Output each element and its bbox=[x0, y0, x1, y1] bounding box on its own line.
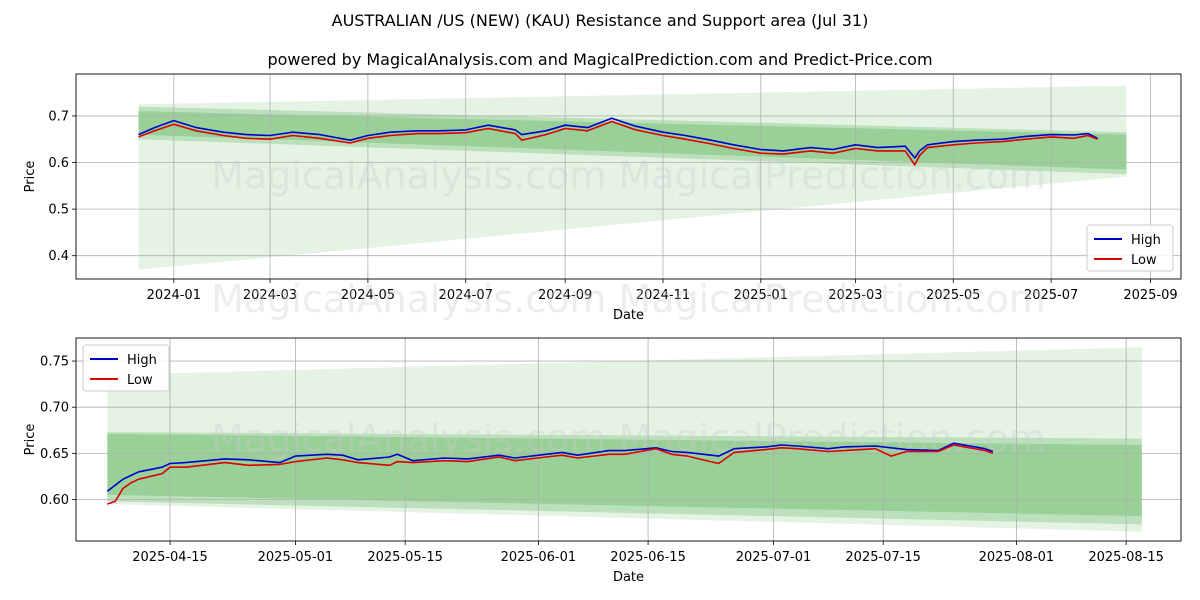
series-group bbox=[106, 442, 994, 505]
y-tick-label: 0.75 bbox=[40, 355, 69, 370]
x-tick-label: 2024-05 bbox=[341, 288, 395, 303]
x-tick-label: 2025-04-15 bbox=[132, 550, 208, 565]
chart-panel-2: 2025-04-15 2025-05-01 2025-05-15 2025-06-01… bbox=[23, 337, 1182, 585]
x-axis-label: Date bbox=[613, 308, 644, 323]
y-axis-label: Price bbox=[23, 161, 38, 193]
band-3 bbox=[138, 111, 1127, 170]
y-tick-label: 0.7 bbox=[48, 109, 69, 124]
legend: High Low bbox=[82, 344, 170, 392]
band-1 bbox=[138, 85, 1127, 270]
x-tick-label: 2024-07 bbox=[439, 288, 493, 303]
x-tick-label: 2025-06-01 bbox=[501, 550, 577, 565]
x-tick-label: 2025-08-01 bbox=[979, 550, 1055, 565]
legend: High Low bbox=[1086, 224, 1174, 272]
x-tick-label: 2025-09 bbox=[1123, 288, 1177, 303]
y-tick-label: 0.65 bbox=[40, 447, 69, 462]
x-tick-label: 2025-03 bbox=[828, 288, 882, 303]
bands bbox=[138, 85, 1127, 270]
legend-label-low: Low bbox=[127, 373, 153, 388]
x-tick-label: 2025-05-15 bbox=[367, 550, 443, 565]
legend-label-high: High bbox=[127, 353, 157, 368]
legend-box bbox=[1086, 224, 1174, 272]
watermark: MagicalAnalysis.com MagicalPrediction.co… bbox=[211, 277, 1046, 321]
x-axis-label: Date bbox=[613, 570, 644, 585]
band-2 bbox=[138, 106, 1127, 175]
x-tick-label: 2025-05-01 bbox=[258, 550, 334, 565]
y-tick-label: 0.5 bbox=[48, 203, 69, 218]
series-line-high bbox=[138, 117, 1098, 159]
y-tick-label: 0.60 bbox=[40, 493, 69, 508]
series-line-low bbox=[107, 444, 994, 505]
x-tick-label: 2025-01 bbox=[734, 288, 788, 303]
chart-panel-1: 2024-01 2024-03 2024-05 2024-07 2024-09 2024-… bbox=[23, 73, 1182, 323]
x-tick-label: 2024-11 bbox=[636, 288, 690, 303]
series-group bbox=[138, 117, 1098, 166]
legend-label-high: High bbox=[1131, 233, 1161, 248]
x-tick-label: 2024-09 bbox=[538, 288, 592, 303]
series-line-low bbox=[138, 120, 1098, 166]
axes-frame bbox=[75, 337, 1182, 542]
x-tick-label: 2025-05 bbox=[926, 288, 980, 303]
chart-subtitle: powered by MagicalAnalysis.com and Magic… bbox=[267, 50, 933, 69]
legend-box bbox=[82, 344, 170, 392]
x-tick-label: 2024-01 bbox=[147, 288, 201, 303]
legend-label-low: Low bbox=[1131, 253, 1157, 268]
y-axis-label: Price bbox=[23, 424, 38, 456]
series-line-high bbox=[106, 442, 994, 492]
y-tick-label: 0.4 bbox=[48, 249, 69, 264]
y-tick-label: 0.70 bbox=[40, 401, 69, 416]
x-tick-label: 2025-07-01 bbox=[736, 550, 812, 565]
x-tick-label: 2025-07 bbox=[1024, 288, 1078, 303]
watermark: MagicalAnalysis.com MagicalPrediction.co… bbox=[211, 154, 1046, 198]
y-tick-label: 0.6 bbox=[48, 156, 69, 171]
x-tick-label: 2025-06-15 bbox=[610, 550, 686, 565]
chart-title: AUSTRALIAN /US (NEW) (KAU) Resistance an… bbox=[331, 11, 869, 30]
axes-frame bbox=[75, 73, 1182, 280]
x-tick-label: 2025-08-15 bbox=[1088, 550, 1164, 565]
x-tick-label: 2025-07-15 bbox=[845, 550, 921, 565]
x-tick-label: 2024-03 bbox=[243, 288, 297, 303]
